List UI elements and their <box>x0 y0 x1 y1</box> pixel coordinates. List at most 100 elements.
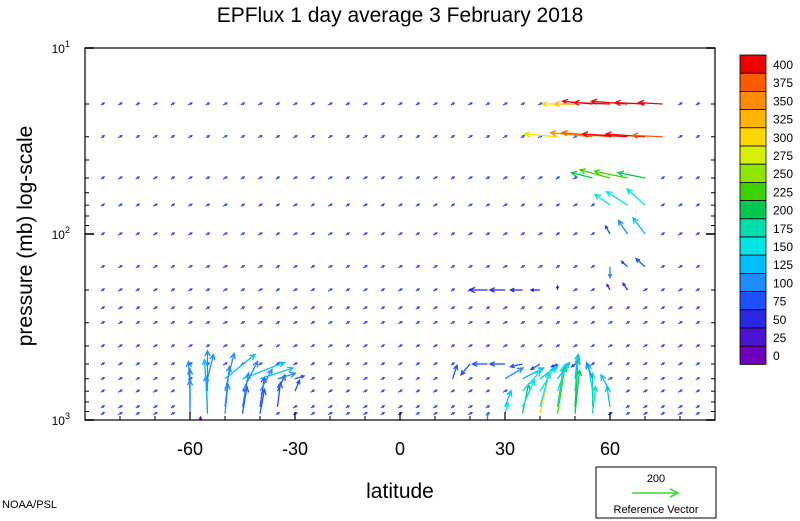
background-vector <box>625 405 631 409</box>
background-vector <box>170 411 176 416</box>
background-vector <box>695 411 701 416</box>
background-vector <box>327 288 334 292</box>
flux-vector <box>600 373 611 392</box>
background-vector <box>485 102 491 106</box>
background-vector <box>117 362 124 366</box>
background-vector <box>520 203 526 207</box>
background-vector <box>362 405 369 409</box>
background-vector <box>415 102 421 106</box>
colorbar-swatch <box>739 345 767 365</box>
background-vector <box>135 265 141 269</box>
background-vector <box>187 344 194 348</box>
background-vector <box>502 102 509 106</box>
colorbar-label: 375 <box>773 76 793 90</box>
background-vector <box>170 321 176 325</box>
background-vector <box>222 102 229 106</box>
flux-vector <box>637 99 663 107</box>
background-vector <box>397 135 404 139</box>
colorbar-swatch <box>739 72 767 92</box>
background-vector <box>415 389 421 393</box>
colorbar-label: 400 <box>773 58 793 72</box>
flux-vector <box>541 101 558 107</box>
background-vector <box>275 411 281 416</box>
background-vector <box>467 377 474 381</box>
background-vector <box>135 377 141 381</box>
flux-vector <box>593 193 611 206</box>
flux-vector <box>509 287 523 293</box>
vector-field <box>100 98 701 420</box>
background-vector <box>502 265 509 269</box>
background-vector <box>205 176 211 180</box>
background-vector <box>380 362 386 366</box>
background-vector <box>310 102 316 106</box>
background-vector <box>310 321 316 325</box>
background-vector <box>485 306 491 310</box>
background-vector <box>135 389 141 393</box>
background-vector <box>450 265 456 269</box>
background-vector <box>537 344 544 348</box>
flux-vector <box>488 361 505 367</box>
background-vector <box>292 288 299 292</box>
background-vector <box>520 232 526 236</box>
background-vector <box>222 321 229 325</box>
background-vector <box>170 344 176 348</box>
background-vector <box>345 176 351 180</box>
background-vector <box>607 362 614 366</box>
background-vector <box>310 306 316 310</box>
flux-vector <box>585 361 594 379</box>
background-vector <box>485 265 491 269</box>
background-vector <box>677 232 684 236</box>
flux-vector <box>604 224 611 235</box>
flux-vector <box>593 169 628 179</box>
background-vector <box>345 411 351 416</box>
flux-vector <box>522 367 545 380</box>
background-vector <box>152 288 159 292</box>
colorbar-swatch <box>739 254 767 274</box>
background-vector <box>345 288 351 292</box>
background-vector <box>240 321 246 325</box>
background-vector <box>380 389 386 393</box>
background-vector <box>222 203 229 207</box>
background-vector <box>310 135 316 139</box>
colorbar-swatch <box>739 91 767 111</box>
background-vector <box>660 405 666 409</box>
background-vector <box>345 203 351 207</box>
background-vector <box>222 135 229 139</box>
background-vector <box>240 176 246 180</box>
background-vector <box>205 288 211 292</box>
background-vector <box>660 362 666 366</box>
background-vector <box>555 203 561 207</box>
background-vector <box>555 321 561 325</box>
background-vector <box>555 344 561 348</box>
background-vector <box>345 135 351 139</box>
background-vector <box>660 377 666 381</box>
background-vector <box>432 389 439 393</box>
background-vector <box>432 176 439 180</box>
background-vector <box>677 176 684 180</box>
background-vector <box>275 265 281 269</box>
flux-vector <box>607 266 613 280</box>
background-vector <box>450 176 456 180</box>
background-vector <box>257 176 264 180</box>
background-vector <box>187 306 194 310</box>
background-vector <box>660 288 666 292</box>
colorbar-swatch <box>739 127 767 147</box>
background-vector <box>380 321 386 325</box>
background-vector <box>695 306 701 310</box>
flux-vector <box>224 353 257 380</box>
flux-vector <box>625 187 646 206</box>
background-vector <box>467 405 474 409</box>
background-vector <box>327 203 334 207</box>
background-vector <box>310 389 316 393</box>
background-vector <box>660 306 666 310</box>
flux-vector <box>504 367 525 380</box>
background-vector <box>257 362 264 366</box>
background-vector <box>607 344 614 348</box>
background-vector <box>292 321 299 325</box>
y-tick-label: 102 <box>52 225 70 242</box>
background-vector <box>520 344 526 348</box>
background-vector <box>100 176 106 180</box>
background-vector <box>257 102 264 106</box>
background-vector <box>187 203 194 207</box>
background-vector <box>310 411 316 416</box>
